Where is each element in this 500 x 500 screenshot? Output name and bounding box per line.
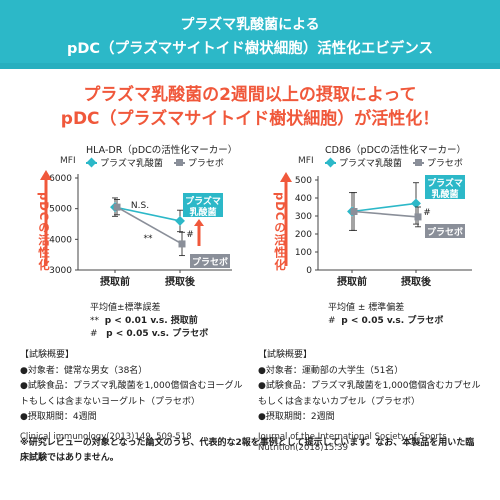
chart1-stats-row: ** p < 0.01 v.s. 摂取前 (90, 315, 208, 328)
study1-summary: 【試験概要】 ●対象者：健常な男女（38名） ●試験食品：プラズマ乳酸菌を1,0… (20, 348, 245, 443)
y-tick-label: 6000 (49, 174, 72, 184)
annotation-ns: N.S. (131, 201, 149, 211)
stats-mark: ** (90, 316, 99, 326)
series-line-0 (114, 206, 181, 222)
x-tick-label: 摂取後 (401, 275, 432, 288)
legend-placebo-label: プラセボ (187, 159, 224, 169)
y-tick-label: 500 (295, 176, 312, 186)
chart1-stats: 平均値±標準誤差 ** p < 0.01 v.s. 摂取前 # p < 0.05… (90, 302, 208, 341)
increase-arrow-head (280, 172, 292, 182)
chart1-title: HLA-DR（pDCの活性化マーカー） (86, 145, 238, 156)
banner-line1: プラズマ乳酸菌による (180, 17, 320, 33)
tag-plasma-label: プラズマ (427, 177, 463, 189)
x-tick-label: 摂取前 (337, 275, 367, 288)
chart2-title: CD86（pDCの活性化マーカー） (325, 145, 467, 156)
chart2-unit: MFI (298, 156, 314, 166)
chart2-stats-row: # p < 0.05 v.s. プラセボ (328, 315, 443, 328)
data-point-placebo (113, 203, 121, 211)
tag-plasma-label: 乳酸菌 (189, 206, 216, 218)
stats-text: p < 0.05 v.s. プラセボ (106, 329, 209, 339)
x-tick-label: 摂取前 (100, 275, 130, 288)
chart2-stats-title: 平均値 ± 標準偏差 (328, 303, 405, 313)
tag-plasma-label: プラズマ (185, 195, 221, 207)
y-tick-label: 300 (295, 212, 312, 222)
tag-placebo-label: プラセボ (192, 256, 228, 268)
study1-period: ●摂取期間：4週間 (20, 412, 97, 422)
data-point-placebo (350, 208, 358, 215)
legend-plasma-label: プラズマ乳酸菌 (339, 159, 402, 169)
legend-placebo-swatch (412, 158, 424, 166)
annotation-sig-star: ** (144, 234, 154, 244)
tag-placebo-box (425, 224, 465, 238)
y-tick-label: 3000 (49, 266, 72, 276)
study2-reference-line2: Nutrition(2018)15:39 (258, 442, 348, 453)
study2-period: ●摂取期間：2週間 (258, 412, 335, 422)
study2-reference: Journal of the International Society of … (258, 432, 490, 454)
banner-line2: pDC（プラズマサイトイド樹状細胞）活性化エビデンス (67, 41, 433, 57)
legend-placebo-label: プラセボ (426, 159, 463, 169)
stats-mark: # (90, 329, 98, 339)
legend-placebo-swatch (173, 158, 185, 166)
legend-plasma-swatch (325, 157, 336, 167)
chart2-legend: プラズマ乳酸菌 プラセボ (325, 156, 463, 169)
chart1-legend: プラズマ乳酸菌 プラセボ (86, 156, 224, 169)
stats-text: p < 0.05 v.s. プラセボ (341, 316, 444, 326)
study2-summary: 【試験概要】 ●対象者：運動部の大学生（51名） ●試験食品：プラズマ乳酸菌を1… (258, 348, 490, 454)
annotation-sig-hash: # (186, 230, 194, 240)
series-line-0 (351, 202, 417, 213)
chart2-y-axis-label: pDCの活性化 (273, 192, 287, 272)
y-tick-label: 400 (295, 194, 312, 204)
tag-placebo-label: プラセボ (427, 226, 463, 238)
x-tick-label: 摂取後 (165, 275, 196, 288)
data-point-plasma (175, 215, 185, 226)
footnote: ※研究レビューの対象となった論文のうち、代表的な2報を事例として提示しています。… (20, 438, 475, 463)
headline-line1: プラズマ乳酸菌の2週間以上の摂取によって (83, 85, 417, 105)
legend-plasma-label: プラズマ乳酸菌 (100, 159, 163, 169)
study2-subjects: ●対象者：運動部の大学生（51名） (258, 365, 404, 376)
y-tick-label: 5000 (49, 205, 72, 215)
tag-plasma-box (183, 193, 223, 217)
small-arrow-head (194, 219, 204, 226)
increase-arrow-head (40, 170, 52, 180)
annotation-sig-hash: # (423, 208, 431, 218)
study2-food: ●試験食品：プラズマ乳酸菌を1,000億個含むカプセル (258, 381, 481, 391)
study2-reference-line1: Journal of the International Society of … (258, 431, 447, 442)
headline-line2: pDC（プラズマサイトイド樹状細胞）が活性化！ (60, 109, 440, 129)
tag-plasma-label: 乳酸菌 (431, 188, 458, 200)
study1-subjects: ●対象者：健常な男女（38名） (20, 365, 148, 376)
tag-plasma-box (425, 175, 465, 199)
y-tick-label: 100 (295, 248, 312, 258)
study1-food-cont: トもしくは含まないヨーグルト（プラセボ） (20, 396, 201, 407)
stats-text: p < 0.01 v.s. 摂取前 (104, 316, 198, 326)
study1-reference: Clinical immunology(2013)149, 509-518 (20, 431, 192, 442)
series-line-1 (116, 206, 183, 245)
chart1-unit: MFI (60, 156, 76, 166)
study2-food-cont: もしくは含まないカプセル（プラセボ） (258, 396, 421, 407)
series-line-1 (353, 210, 419, 218)
banner-stripe (0, 63, 500, 69)
y-tick-label: 0 (306, 266, 312, 276)
stats-mark: # (328, 316, 336, 326)
tag-placebo-box (190, 254, 230, 268)
data-point-placebo (414, 213, 422, 221)
study2-heading: 【試験概要】 (258, 350, 313, 360)
legend-plasma-swatch (86, 157, 97, 167)
y-tick-label: 4000 (49, 235, 72, 245)
data-point-placebo (178, 240, 186, 248)
study1-food: ●試験食品：プラズマ乳酸菌を1,000億個含むヨーグル (20, 381, 243, 391)
study1-heading: 【試験概要】 (20, 350, 75, 360)
chart1-stats-title: 平均値±標準誤差 (90, 303, 161, 313)
header-banner: プラズマ乳酸菌による pDC（プラズマサイトイド樹状細胞）活性化エビデンス (0, 0, 500, 69)
data-point-plasma (411, 198, 421, 209)
chart2-stats: 平均値 ± 標準偏差 # p < 0.05 v.s. プラセボ (328, 302, 443, 328)
chart1-stats-row: # p < 0.05 v.s. プラセボ (90, 328, 208, 341)
y-tick-label: 200 (295, 230, 312, 240)
